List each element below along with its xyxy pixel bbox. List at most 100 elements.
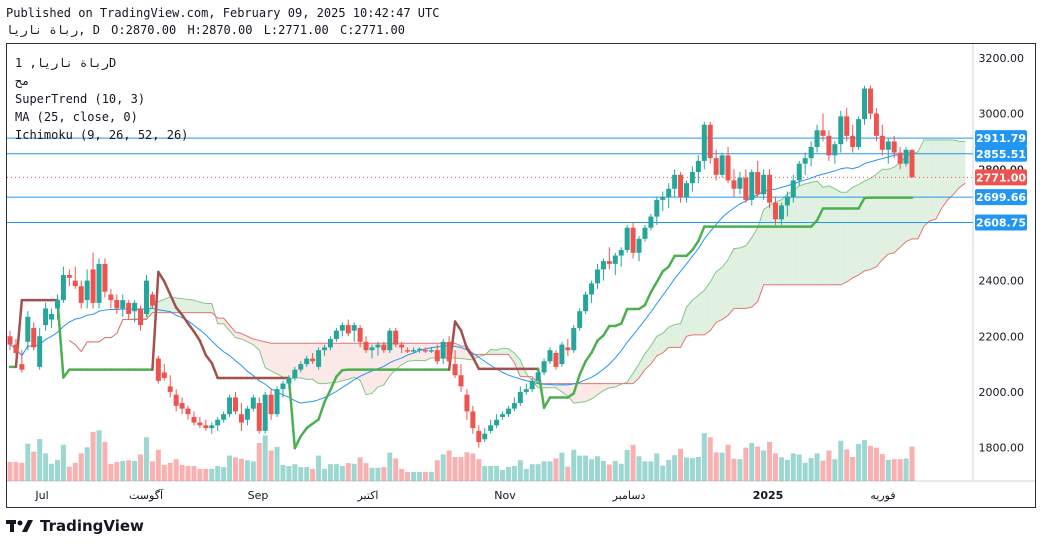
candle-body[interactable] — [221, 414, 227, 420]
candle-body[interactable] — [458, 375, 464, 387]
candle-body[interactable] — [43, 308, 49, 326]
candle-body[interactable] — [571, 327, 577, 351]
candle-body[interactable] — [642, 227, 648, 239]
candle-body[interactable] — [304, 358, 310, 365]
candle-body[interactable] — [405, 350, 411, 352]
candle-body[interactable] — [108, 294, 114, 301]
candle-body[interactable] — [60, 275, 66, 301]
candle-body[interactable] — [280, 383, 286, 390]
candle-body[interactable] — [422, 350, 428, 352]
candle-body[interactable] — [523, 389, 529, 392]
candle-body[interactable] — [19, 364, 25, 370]
candle-body[interactable] — [54, 300, 60, 309]
candle-body[interactable] — [256, 403, 262, 431]
candle-body[interactable] — [161, 372, 167, 379]
candle-body[interactable] — [867, 88, 873, 114]
candle-body[interactable] — [862, 88, 868, 120]
candle-body[interactable] — [600, 261, 606, 270]
candle-body[interactable] — [897, 152, 903, 164]
candle-body[interactable] — [678, 174, 684, 198]
candle-body[interactable] — [856, 119, 862, 147]
candle-body[interactable] — [612, 255, 618, 264]
candle-body[interactable] — [618, 249, 624, 256]
legend-ma[interactable]: MA (25, close, 0) — [15, 110, 138, 124]
candle-body[interactable] — [411, 350, 417, 352]
candle-body[interactable] — [345, 325, 351, 334]
candle-body[interactable] — [369, 347, 375, 351]
candle-body[interactable] — [393, 330, 399, 345]
candle-body[interactable] — [577, 311, 583, 328]
candle-body[interactable] — [713, 158, 719, 175]
candle-body[interactable] — [589, 283, 595, 295]
candle-body[interactable] — [844, 116, 850, 136]
candle-body[interactable] — [701, 124, 707, 161]
candle-body[interactable] — [500, 414, 506, 417]
candle-body[interactable] — [464, 394, 470, 412]
candle-body[interactable] — [755, 172, 761, 195]
candle-body[interactable] — [808, 146, 814, 159]
candle-body[interactable] — [215, 419, 221, 426]
candle-body[interactable] — [796, 163, 802, 181]
candle-body[interactable] — [173, 394, 179, 406]
candle-body[interactable] — [327, 339, 333, 348]
candle-body[interactable] — [387, 330, 393, 351]
candle-body[interactable] — [606, 261, 612, 264]
candle-body[interactable] — [238, 414, 244, 423]
candle-body[interactable] — [873, 113, 879, 136]
candle-body[interactable] — [244, 408, 250, 420]
candle-body[interactable] — [66, 275, 72, 278]
candle-body[interactable] — [37, 336, 43, 367]
candle-body[interactable] — [891, 141, 897, 153]
candle-body[interactable] — [155, 358, 161, 381]
candle-body[interactable] — [838, 116, 844, 145]
candle-body[interactable] — [749, 172, 755, 200]
candle-body[interactable] — [399, 344, 405, 348]
candle-body[interactable] — [630, 227, 636, 253]
candle-body[interactable] — [636, 238, 642, 253]
candle-body[interactable] — [274, 389, 280, 415]
candle-body[interactable] — [826, 135, 832, 156]
candle-body[interactable] — [452, 364, 458, 376]
candle-body[interactable] — [357, 327, 363, 342]
candle-body[interactable] — [850, 135, 856, 147]
candle-body[interactable] — [594, 269, 600, 284]
candle-body[interactable] — [132, 302, 138, 312]
candle-body[interactable] — [84, 280, 90, 301]
candle-body[interactable] — [731, 180, 737, 189]
candle-body[interactable] — [114, 300, 120, 309]
candle-body[interactable] — [784, 197, 790, 206]
candle-body[interactable] — [778, 205, 784, 220]
candle-body[interactable] — [482, 433, 488, 440]
candle-body[interactable] — [517, 391, 523, 404]
candle-body[interactable] — [381, 344, 387, 351]
candle-body[interactable] — [488, 425, 494, 431]
candle-body[interactable] — [761, 174, 767, 195]
candle-body[interactable] — [209, 425, 215, 429]
candle-body[interactable] — [434, 350, 440, 362]
candle-body[interactable] — [250, 397, 256, 409]
candle-body[interactable] — [138, 308, 144, 326]
candle-body[interactable] — [185, 408, 191, 415]
candle-body[interactable] — [583, 294, 589, 312]
candle-body[interactable] — [695, 160, 701, 173]
candle-body[interactable] — [339, 325, 345, 331]
candle-body[interactable] — [494, 419, 500, 426]
candle-body[interactable] — [203, 425, 209, 429]
candle-body[interactable] — [375, 344, 381, 348]
legend-symbol[interactable]: رباة ناريا, 1D — [15, 56, 117, 70]
candle-body[interactable] — [322, 347, 328, 351]
candle-body[interactable] — [737, 177, 743, 189]
candle-body[interactable] — [72, 280, 78, 287]
candle-body[interactable] — [446, 341, 452, 362]
candle-body[interactable] — [511, 403, 517, 409]
candle-body[interactable] — [790, 180, 796, 198]
candle-body[interactable] — [268, 394, 274, 415]
candle-body[interactable] — [476, 430, 482, 443]
candle-body[interactable] — [233, 397, 238, 412]
tradingview-logo[interactable]: TradingView — [6, 517, 144, 535]
candle-body[interactable] — [909, 149, 915, 178]
candle-body[interactable] — [689, 172, 695, 184]
candle-body[interactable] — [820, 130, 826, 136]
candle-body[interactable] — [197, 422, 203, 426]
